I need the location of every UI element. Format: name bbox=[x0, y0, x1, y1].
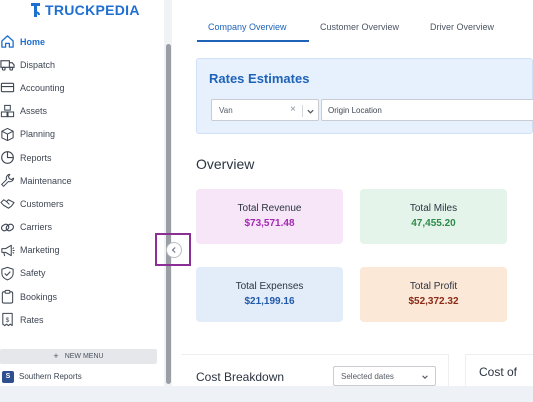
cost-breakdown-title: Cost Breakdown bbox=[196, 370, 285, 384]
collapse-toggle[interactable] bbox=[166, 242, 182, 258]
wallet-icon bbox=[0, 80, 15, 95]
sidebar-item-label: Rates bbox=[20, 314, 44, 325]
pie-chart-icon bbox=[0, 150, 15, 165]
chevron-down-icon bbox=[422, 375, 428, 379]
rates-estimates-card: Rates Estimates Van × bbox=[196, 58, 533, 134]
sidebar-item-label: Marketing bbox=[20, 245, 60, 256]
total-profit-card[interactable]: Total Profit $52,372.32 bbox=[360, 267, 507, 322]
sidebar-item-reports[interactable]: Reports bbox=[0, 146, 164, 169]
equipment-select-value: Van bbox=[219, 106, 233, 115]
boxes-icon bbox=[0, 104, 15, 119]
date-range-select[interactable]: Selected dates bbox=[333, 366, 436, 386]
saved-menu-item[interactable]: S Southern Reports bbox=[0, 369, 160, 384]
cost-of-title: Cost of bbox=[479, 365, 518, 379]
sidebar: TRUCKPEDIA Home Dispatch Accounting Asse… bbox=[0, 0, 164, 386]
date-range-value: Selected dates bbox=[341, 372, 394, 381]
wrench-icon bbox=[0, 173, 15, 188]
sidebar-item-maintenance[interactable]: Maintenance bbox=[0, 169, 164, 192]
sidebar-item-label: Carriers bbox=[20, 222, 53, 233]
sidebar-item-label: Dispatch bbox=[20, 59, 56, 70]
sidebar-item-label: Safety bbox=[20, 268, 46, 279]
sidebar-item-rates[interactable]: $ Rates bbox=[0, 308, 164, 331]
kpi-label: Total Profit bbox=[409, 281, 458, 292]
sidebar-item-carriers[interactable]: Carriers bbox=[0, 216, 164, 239]
sidebar-item-planning[interactable]: Planning bbox=[0, 123, 164, 146]
chevron-left-icon bbox=[171, 247, 176, 253]
bottom-bar bbox=[0, 386, 533, 402]
kpi-value: 47,455.20 bbox=[411, 218, 456, 229]
kpi-value: $73,571.48 bbox=[244, 218, 295, 229]
overview-tabs: Company Overview Customer Overview Drive… bbox=[181, 0, 533, 44]
link-icon bbox=[0, 220, 15, 235]
sidebar-item-label: Planning bbox=[20, 129, 56, 140]
rates-estimates-title: Rates Estimates bbox=[209, 71, 310, 86]
sidebar-item-label: Assets bbox=[20, 106, 48, 117]
sidebar-item-label: Customers bbox=[20, 198, 64, 209]
sidebar-item-dispatch[interactable]: Dispatch bbox=[0, 53, 164, 76]
saved-menu-label: Southern Reports bbox=[19, 372, 82, 381]
sidebar-item-label: Bookings bbox=[20, 291, 58, 302]
new-menu-label: NEW MENU bbox=[64, 353, 104, 360]
main-content: Company Overview Customer Overview Drive… bbox=[181, 0, 533, 386]
total-expenses-card[interactable]: Total Expenses $21,199.16 bbox=[196, 267, 343, 322]
sidebar-item-label: Accounting bbox=[20, 82, 65, 93]
saved-menu-badge: S bbox=[2, 370, 14, 383]
clear-icon[interactable]: × bbox=[290, 104, 296, 115]
brand-logo[interactable]: TRUCKPEDIA bbox=[30, 2, 140, 18]
receipt-icon: $ bbox=[0, 312, 15, 327]
overview-heading: Overview bbox=[196, 156, 255, 172]
shield-check-icon bbox=[0, 266, 15, 281]
cost-of-card: Cost of bbox=[465, 354, 533, 386]
select-divider bbox=[302, 105, 303, 117]
sidebar-item-customers[interactable]: Customers bbox=[0, 192, 164, 215]
clipboard-icon bbox=[0, 289, 15, 304]
svg-text:$: $ bbox=[6, 317, 10, 324]
sidebar-item-home[interactable]: Home bbox=[0, 30, 164, 53]
sidebar-item-marketing[interactable]: Marketing bbox=[0, 239, 164, 262]
origin-location-input[interactable] bbox=[321, 99, 533, 121]
sidebar-nav: Home Dispatch Accounting Assets Planning bbox=[0, 30, 164, 331]
kpi-label: Total Miles bbox=[409, 203, 458, 214]
kpi-value: $21,199.16 bbox=[244, 296, 295, 307]
chevron-down-icon[interactable] bbox=[306, 107, 315, 116]
brand-name: TRUCKPEDIA bbox=[45, 2, 140, 18]
tab-customer-overview[interactable]: Customer Overview bbox=[320, 22, 400, 32]
collapse-sidebar-button[interactable] bbox=[155, 233, 191, 266]
sidebar-item-assets[interactable]: Assets bbox=[0, 100, 164, 123]
sidebar-item-label: Maintenance bbox=[20, 175, 72, 186]
total-revenue-card[interactable]: Total Revenue $73,571.48 bbox=[196, 189, 343, 244]
cube-icon bbox=[0, 127, 15, 142]
truck-icon bbox=[0, 57, 15, 72]
kpi-label: Total Expenses bbox=[235, 281, 304, 292]
handshake-icon bbox=[0, 196, 15, 211]
sidebar-item-label: Reports bbox=[20, 152, 52, 163]
megaphone-icon bbox=[0, 243, 15, 258]
equipment-select[interactable]: Van × bbox=[211, 99, 319, 121]
tab-driver-overview[interactable]: Driver Overview bbox=[430, 22, 495, 32]
active-tab-indicator bbox=[197, 40, 309, 42]
sidebar-scrollbar-thumb[interactable] bbox=[166, 44, 171, 384]
sidebar-item-accounting[interactable]: Accounting bbox=[0, 76, 164, 99]
kpi-label: Total Revenue bbox=[237, 203, 302, 214]
total-miles-card[interactable]: Total Miles 47,455.20 bbox=[360, 189, 507, 244]
sidebar-item-safety[interactable]: Safety bbox=[0, 262, 164, 285]
truckpedia-logo-icon bbox=[31, 3, 40, 17]
plus-icon: + bbox=[53, 351, 59, 361]
tab-company-overview[interactable]: Company Overview bbox=[208, 22, 287, 32]
cost-breakdown-card: Cost Breakdown Selected dates bbox=[181, 354, 449, 386]
new-menu-button[interactable]: + NEW MENU bbox=[0, 349, 157, 364]
sidebar-item-bookings[interactable]: Bookings bbox=[0, 285, 164, 308]
home-icon bbox=[0, 34, 15, 49]
sidebar-item-label: Home bbox=[20, 36, 46, 47]
kpi-value: $52,372.32 bbox=[408, 296, 459, 307]
